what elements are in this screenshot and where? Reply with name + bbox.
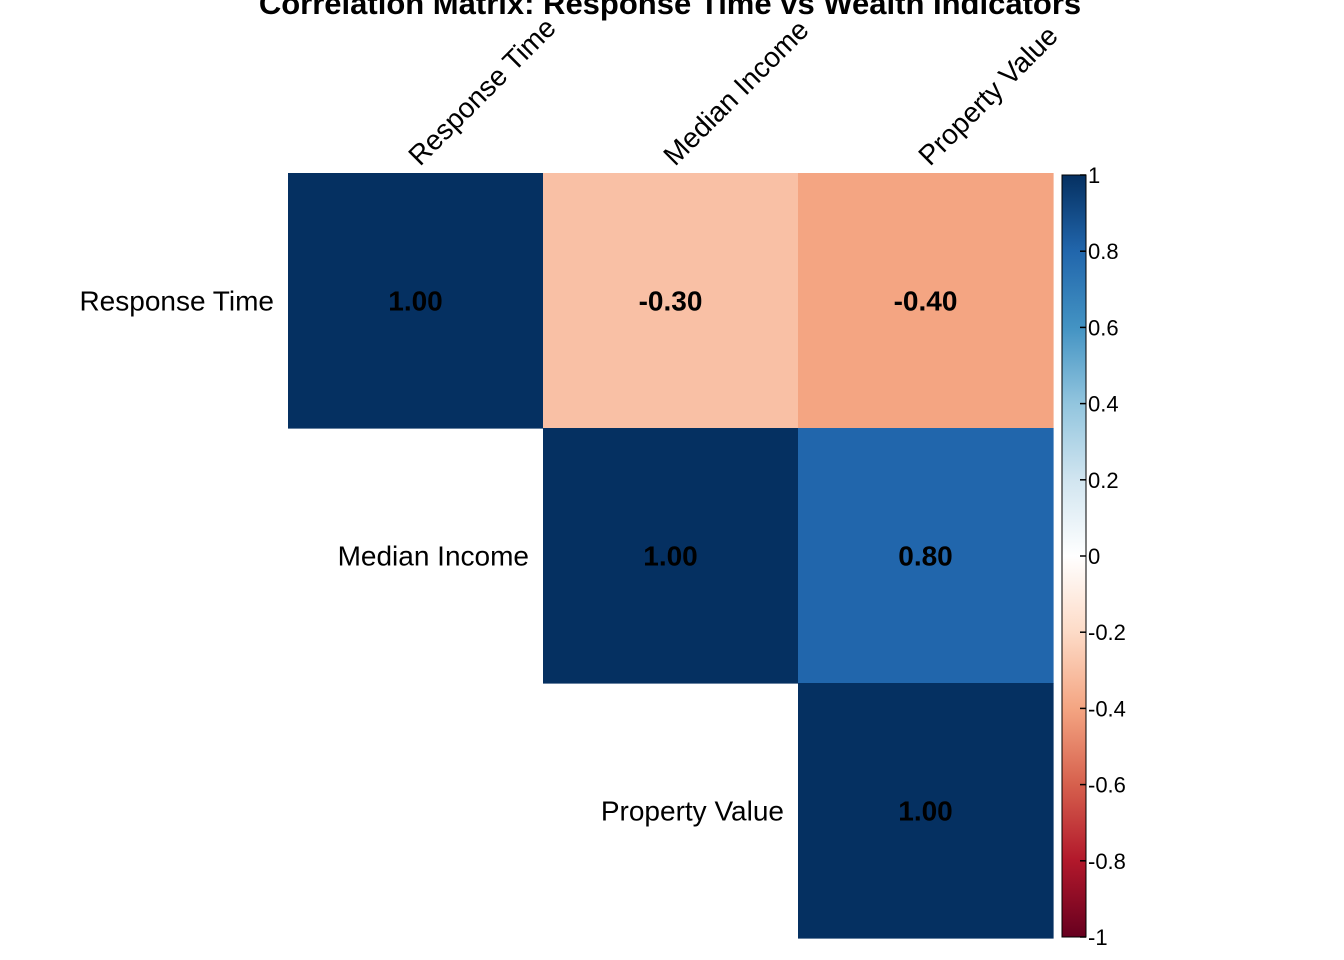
cell-response-time-property-value — [798, 173, 1054, 429]
column-label-response-time: Response Time — [402, 12, 561, 171]
cell-value-label: -0.40 — [894, 286, 958, 317]
cell-value-label: 1.00 — [643, 541, 698, 572]
cell-response-time-response-time — [288, 173, 544, 429]
colorbar-tick-label: 1 — [1088, 163, 1100, 188]
column-label-property-value: Property Value — [912, 20, 1063, 171]
colorbar-tick-label: -0.8 — [1088, 849, 1126, 874]
colorbar-tick-label: 0.8 — [1088, 239, 1119, 264]
chart-title: Correlation Matrix: Response Time vs Wea… — [259, 0, 1081, 21]
colorbar-tick-label: 0.6 — [1088, 315, 1119, 340]
cell-response-time-median-income — [543, 173, 799, 429]
cell-property-value-property-value — [798, 683, 1054, 939]
colorbar-tick-label: -0.4 — [1088, 696, 1126, 721]
colorbar: 1 0.8 0.6 0.4 0.2 0 -0.2 -0.4 -0.6 -0.8 -1 — [1061, 163, 1126, 950]
column-labels: Response Time Median Income Property Value — [402, 12, 1063, 171]
colorbar-tick-label: 0.4 — [1088, 392, 1119, 417]
row-label-property-value: Property Value — [601, 796, 784, 827]
row-label-median-income: Median Income — [338, 541, 529, 572]
column-label-median-income: Median Income — [657, 14, 814, 171]
cell-median-income-median-income — [543, 428, 799, 684]
row-labels: Response Time Median Income Property Value — [79, 286, 784, 827]
cell-median-income-property-value — [798, 428, 1054, 684]
cell-value-label: -0.30 — [639, 286, 703, 317]
cell-value-label: 1.00 — [388, 286, 443, 317]
colorbar-tick-label: -0.6 — [1088, 773, 1126, 798]
colorbar-tick-label: -1 — [1088, 925, 1108, 950]
colorbar-tick-label: 0 — [1088, 544, 1100, 569]
cell-value-label: 0.80 — [898, 541, 953, 572]
heatmap-cells: 1.00 -0.30 -0.40 1.00 0.80 1.00 — [288, 173, 1054, 939]
row-label-response-time: Response Time — [79, 286, 274, 317]
cell-value-label: 1.00 — [898, 796, 953, 827]
colorbar-tick-label: 0.2 — [1088, 468, 1119, 493]
colorbar-tick-label: -0.2 — [1088, 620, 1126, 645]
